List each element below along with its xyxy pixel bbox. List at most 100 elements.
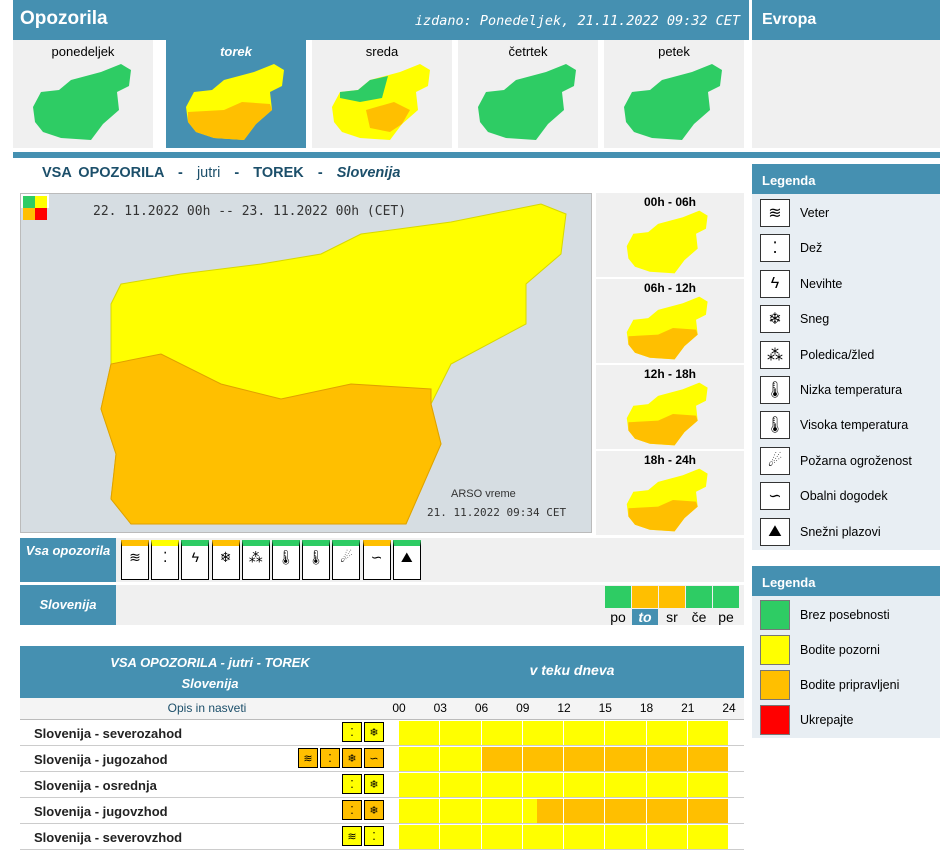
type-filter-wind-icon[interactable]: ≋ xyxy=(121,540,149,580)
legend-label: Snežni plazovi xyxy=(800,524,881,539)
hour-cell xyxy=(481,825,523,849)
region-name[interactable]: Slovenija - osrednja xyxy=(34,778,157,793)
hour-cell xyxy=(399,747,441,771)
type-filter-fire-icon[interactable]: ☄ xyxy=(332,540,361,580)
day-indicator-label[interactable]: sr xyxy=(666,609,678,625)
warning-map[interactable]: 22. 11.2022 00h -- 23. 11.2022 00h (CET)… xyxy=(20,193,592,533)
type-filter-high-temp-icon[interactable]: 🌡 xyxy=(302,540,331,580)
legend-row: Bodite pripravljeni xyxy=(760,670,899,700)
legend-row: ϟ Nevihte xyxy=(760,269,842,299)
legend-row: Brez posebnosti xyxy=(760,600,890,630)
snow-icon: ❄ xyxy=(760,305,790,334)
region-name[interactable]: Slovenija - jugozahod xyxy=(34,752,168,767)
day-map-1 xyxy=(186,64,284,140)
type-filter-ice-icon[interactable]: ⁂ xyxy=(241,540,270,580)
europe-link[interactable]: Evropa xyxy=(752,0,940,40)
day-tab-3[interactable]: četrtek xyxy=(458,40,598,148)
legend-label: Bodite pripravljeni xyxy=(800,678,900,692)
title-region: Slovenija xyxy=(336,165,401,181)
day-tab-4[interactable]: petek xyxy=(604,40,744,148)
type-filter-low-temp-icon[interactable]: 🌡 xyxy=(272,540,300,580)
type-bar-label: Vsa opozorila xyxy=(20,538,116,582)
type-filter-rain-icon[interactable]: ⁚ xyxy=(151,540,180,580)
color-swatch xyxy=(760,670,790,700)
coastal-icon: ∽ xyxy=(760,482,790,511)
legend-label: Ukrepajte xyxy=(800,713,854,727)
day-tab-1[interactable]: torek xyxy=(166,40,306,148)
day-indicator-label[interactable]: po xyxy=(610,609,626,625)
map-credit: ARSO vreme xyxy=(451,488,516,500)
period-label: 12h - 18h xyxy=(643,367,697,381)
europe-label: Evropa xyxy=(762,11,817,28)
period-map xyxy=(626,296,708,360)
legend-row: ⁚ Dež xyxy=(760,233,822,263)
table-row[interactable]: Slovenija - jugozahod ≋ ⁚ ❄ ∽ xyxy=(20,746,744,772)
hour-cell xyxy=(605,799,647,823)
day-label: torek xyxy=(220,44,252,59)
low-temp-icon: 🌡 xyxy=(760,376,790,404)
high-temp-icon: 🌡 xyxy=(760,411,790,440)
period-cell[interactable]: 12h - 18h xyxy=(596,365,744,449)
hour-cell xyxy=(564,799,606,823)
period-cell[interactable]: 06h - 12h xyxy=(596,279,744,363)
hour-cell xyxy=(440,825,482,849)
day-indicator[interactable] xyxy=(686,586,712,608)
type-filter-coastal-icon[interactable]: ∽ xyxy=(362,540,391,580)
day-indicator-label[interactable]: če xyxy=(691,609,707,625)
table-right-title: v teku dneva xyxy=(529,662,615,678)
table-row[interactable]: Slovenija - osrednja ⁚ ❄ xyxy=(20,772,744,798)
region-name[interactable]: Slovenija - severovzhod xyxy=(34,830,183,845)
day-indicator[interactable] xyxy=(632,586,658,608)
hour-cell xyxy=(399,825,441,849)
region-name[interactable]: Slovenija - jugovzhod xyxy=(34,804,168,819)
table-row[interactable]: Slovenija - severozahod ⁚ ❄ xyxy=(20,720,744,746)
hour-cell xyxy=(646,825,688,849)
day-label: četrtek xyxy=(508,44,548,59)
rain-icon: ⁚ xyxy=(320,748,340,768)
day-indicator-label[interactable]: to xyxy=(632,609,658,625)
color-swatch xyxy=(760,635,790,665)
title-dash: - xyxy=(178,165,183,181)
day-indicator[interactable] xyxy=(605,586,631,608)
day-tab-2[interactable]: sreda xyxy=(312,40,452,148)
day-indicator[interactable] xyxy=(659,586,685,608)
rain-icon: ⁚ xyxy=(342,800,362,820)
description-link[interactable]: Opis in nasveti xyxy=(167,701,247,715)
period-cell[interactable]: 18h - 24h xyxy=(596,451,744,535)
hour-cell xyxy=(605,721,647,745)
period-map xyxy=(626,468,708,532)
table-row[interactable]: Slovenija - jugovzhod ⁚ ❄ xyxy=(20,798,744,824)
hour-cell xyxy=(399,799,441,823)
day-tab-0[interactable]: ponedeljek xyxy=(13,40,153,148)
coastal-icon: ∽ xyxy=(364,748,384,768)
type-filter-snow-icon[interactable]: ❄ xyxy=(211,540,240,580)
day-indicator[interactable] xyxy=(713,586,739,608)
hour-label: 18 xyxy=(639,701,654,715)
hour-label: 06 xyxy=(474,701,489,715)
region-bar-label: Slovenija xyxy=(20,585,116,625)
hour-cell xyxy=(522,747,564,771)
map-credit-date: 21. 11.2022 09:34 CET xyxy=(427,506,567,519)
hour-label: 24 xyxy=(722,701,736,715)
hour-cell xyxy=(440,721,482,745)
table-row[interactable]: Slovenija - severovzhod ≋ ⁚ xyxy=(20,824,744,850)
day-indicator-label[interactable]: pe xyxy=(718,609,734,625)
period-cell[interactable]: 00h - 06h xyxy=(596,193,744,277)
legend-label: Nevihte xyxy=(800,276,843,291)
rain-icon: ⁚ xyxy=(364,826,384,846)
period-label: 00h - 06h xyxy=(643,195,697,209)
type-filter-thunderstorm-icon[interactable]: ϟ xyxy=(181,540,210,580)
hour-label: 21 xyxy=(681,701,695,715)
color-swatch xyxy=(760,600,790,630)
hour-cell xyxy=(522,721,564,745)
hour-cell xyxy=(646,799,688,823)
legend-label: Obalni dogodek xyxy=(800,489,888,504)
type-filter-avalanche-icon[interactable]: ⛰ xyxy=(392,540,421,580)
ice-icon: ⁂ xyxy=(760,340,790,369)
legend-icons: ≋ Veter ⁚ Dež ϟ Nevihte ❄ Sneg ⁂ Poledica/žled 🌡 Ni… xyxy=(752,194,940,550)
region-name[interactable]: Slovenija - severozahod xyxy=(34,726,183,741)
thunderstorm-icon: ϟ xyxy=(760,269,790,298)
day-map-2 xyxy=(332,64,430,140)
legend-label: Nizka temperatura xyxy=(800,383,903,397)
title-part: VSA OPOZORILA xyxy=(42,165,164,181)
